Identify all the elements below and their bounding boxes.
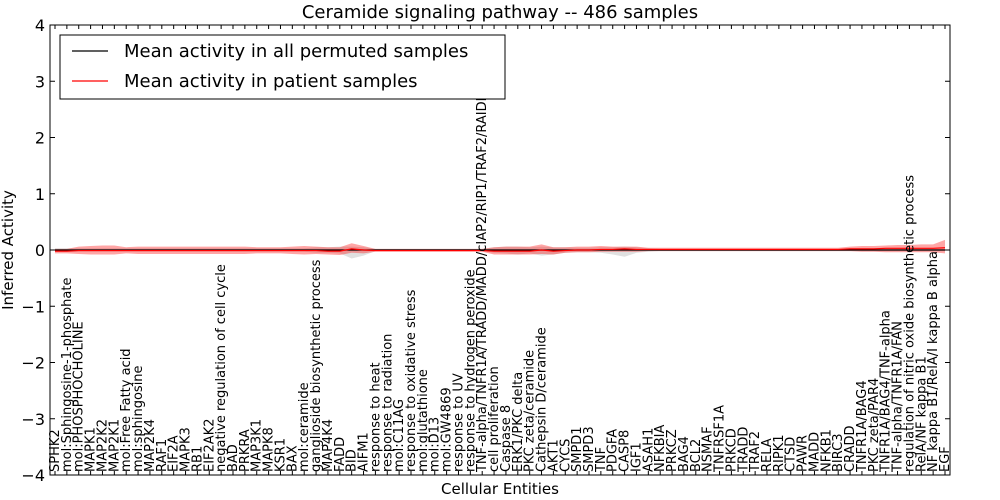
y-tick-label: 0 [35, 241, 45, 260]
x-tick-label: FADD [333, 437, 348, 472]
series-line-1 [55, 247, 946, 252]
x-tick-label: AKT1 [546, 439, 561, 472]
y-tick-label: 3 [35, 72, 45, 91]
x-tick-label: MAP2K2 [95, 419, 110, 472]
x-tick-label: EGF [938, 446, 953, 472]
legend-label-patient: Mean activity in patient samples [124, 71, 418, 92]
x-tick-label: BID [345, 449, 360, 472]
x-tick-label: PRKRA [238, 429, 253, 472]
x-tick-label: mol:GW4869 [440, 387, 455, 472]
x-tick-label: TNF-alpha/TNFR1A/FAN [891, 321, 906, 473]
x-tick-label: mol:PHOSPHOCHOLINE [72, 321, 87, 472]
x-tick-label: NF kappa B1/RelA/I kappa B alpha [926, 251, 941, 472]
x-tick-label: PDGFA [606, 429, 621, 472]
legend: Mean activity in all permuted samples Me… [59, 34, 506, 100]
x-tick-label: ASAH1 [641, 428, 656, 472]
x-tick-label: SMPD1 [570, 426, 585, 472]
x-tick-label: BAX [285, 445, 300, 472]
x-tick-label: PKC zeta/PAR4 [867, 378, 882, 472]
chart-title: Ceramide signaling pathway -- 486 sample… [302, 2, 698, 23]
x-tick-label: EIF2AK2 [202, 419, 217, 473]
x-tick-label: MAP2K1 [107, 419, 122, 472]
x-tick-label: PKC zeta/ceramide [523, 350, 538, 472]
x-tick-label: NFKBIA [653, 425, 668, 472]
x-tick-label: CTSD [784, 437, 799, 472]
y-tick-label: 2 [35, 129, 45, 148]
x-tick-label: RAF1 [155, 439, 170, 472]
y-tick-label: −1 [21, 297, 45, 316]
x-tick-label: IGF1 [629, 442, 644, 472]
x-tick-label: response to UV [451, 373, 466, 472]
x-tick-label: mol:glutathione [416, 369, 431, 472]
x-tick-label: MAPK1 [84, 427, 99, 472]
legend-label-permuted: Mean activity in all permuted samples [124, 41, 468, 62]
x-tick-label: CRADD [843, 426, 858, 473]
x-tick-label: TRADD [736, 427, 751, 473]
x-tick-label: MAP2K4 [143, 419, 158, 472]
x-tick-label: BAG4 [677, 436, 692, 472]
x-tick-label: response to hydrogen peroxide [463, 269, 478, 472]
plot-frame [49, 24, 951, 476]
x-tick-label: RELA [760, 438, 775, 472]
x-tick-label: Cathepsin D/ceramide [535, 327, 550, 472]
x-tick-label: MAP3K1 [250, 419, 265, 472]
x-tick-label: mol:Sphingosine-1-phosphate [60, 278, 75, 472]
x-tick-label: TNF [594, 447, 609, 473]
x-tick-label: mol:sphingosine [131, 365, 146, 472]
x-tick-label: ERK1/PKC delta [511, 372, 526, 472]
x-tick-label: NSMAF [701, 426, 716, 472]
x-tick-label: PAWR [796, 435, 811, 472]
x-tick-label: TNF-alpha/TNFR1A/TRADD/MADD/cIAP2/RIP1/T… [475, 91, 490, 473]
y-tick-label: −4 [21, 466, 45, 485]
x-tick-label: RelA/NF kappa B1 [914, 356, 929, 472]
x-tick-label: cell proliferation [487, 366, 502, 472]
x-tick-label: MADD [807, 432, 822, 472]
x-tick-label: BAD [226, 444, 241, 472]
x-tick-label: TNFRSF1A [713, 405, 728, 473]
x-tick-label: CYCS [558, 439, 573, 472]
x-tick-label: PRKCZ [665, 429, 680, 472]
x-tick-label: BCL2 [689, 439, 704, 472]
x-tick-label: SPHK2 [48, 429, 63, 472]
x-tick-label: MAP4K4 [321, 419, 336, 472]
y-tick-label: 1 [35, 185, 45, 204]
x-tick-label: negative regulation of cell cycle [214, 264, 229, 472]
x-tick-label: mol:D13 [428, 417, 443, 472]
x-axis-label: Cellular Entities [441, 480, 559, 498]
x-tick-label: regulation of nitric oxide biosynthetic … [902, 175, 917, 472]
x-tick-label: BIRC3 [831, 434, 846, 473]
series-band-1 [55, 239, 945, 256]
x-tick-label: TNFR1A/BAG4/TNF-alpha [879, 310, 894, 473]
legend-box [59, 34, 506, 100]
x-tick-label: KSR1 [273, 438, 288, 472]
x-tick-label: EIF2A [167, 435, 182, 472]
x-tick-label: AIFM1 [357, 432, 372, 472]
x-tick-label: response to oxidative stress [404, 289, 419, 472]
x-tick-label: TRAF2 [748, 431, 763, 473]
x-tick-label: TNFR1A/BAG4 [855, 380, 870, 473]
x-tick-label: RB1 [190, 446, 205, 472]
x-tick-label: MAPK3 [179, 427, 194, 472]
x-tick-label: NFKB1 [819, 429, 834, 472]
x-tick-label: mol:C11AG [392, 399, 407, 472]
y-tick-label: −2 [21, 354, 45, 373]
x-tick-label: mol:ceramide [297, 382, 312, 472]
y-tick-label: 4 [35, 16, 45, 35]
y-tick-label: −3 [21, 410, 45, 429]
x-tick-label: mol:Free Fatty acid [119, 348, 134, 472]
x-tick-label: response to radiation [380, 334, 395, 472]
x-tick-label: SMPD3 [582, 426, 597, 472]
x-tick-label: RIPK1 [772, 434, 787, 472]
x-tick-label: CASP8 [618, 430, 633, 472]
x-tick-label: PRKCD [724, 428, 739, 472]
x-tick-label: response to heat [368, 362, 383, 472]
x-tick-label: ganglioside biosynthetic process [309, 259, 324, 472]
y-axis-label: Inferred Activity [0, 190, 17, 310]
x-tick-label: Caspase 8 [499, 405, 514, 472]
x-tick-label: MAPK8 [262, 427, 277, 472]
